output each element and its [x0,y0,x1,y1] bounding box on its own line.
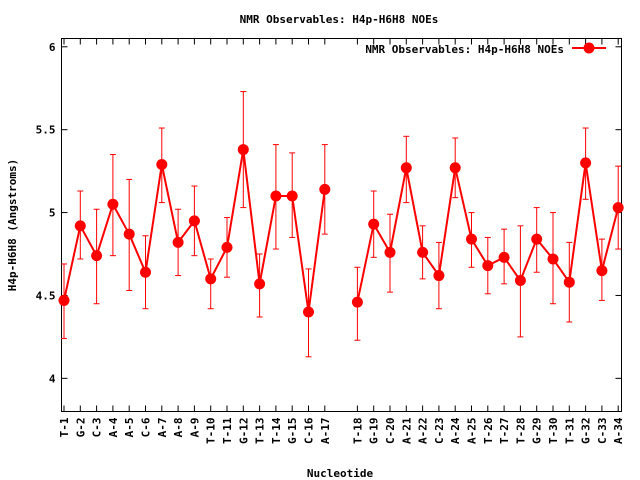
x-tick-label: A-22 [417,418,430,445]
y-tick-label: 5.5 [36,124,56,137]
data-point [449,162,461,174]
data-point [270,190,282,202]
x-tick-label: T-30 [547,418,560,445]
data-point [286,190,298,202]
x-tick-label: A-7 [156,418,169,438]
plot-frame [61,38,622,412]
data-point [156,158,168,170]
x-tick-label: A-5 [123,418,136,438]
x-tick-label: A-25 [466,418,479,445]
y-axis: 4 4.5 5 5.5 6 [36,41,622,385]
x-tick-label: G-29 [531,418,544,445]
data-point [172,236,184,248]
data-point [254,278,266,290]
x-tick-label: A-17 [319,418,332,445]
y-tick-label: 6 [49,41,56,54]
data-point [351,296,363,308]
data-point [531,233,543,245]
x-axis: T-1 G-2 C-3 A-4 A-5 C-6 A-7 A-8 A-9 T-10 T-11 G-12 T… [58,38,625,445]
x-tick-label: T-31 [563,417,576,444]
data-point [74,220,86,232]
x-tick-label: C-3 [91,418,104,438]
x-tick-label: T-11 [221,417,234,444]
x-tick-label: T-18 [351,418,364,445]
data-point [91,250,103,262]
x-tick-label: T-14 [270,417,283,444]
x-tick-label: A-34 [612,417,625,444]
data-point [612,202,624,214]
x-tick-label: G-2 [74,418,87,438]
x-tick-label: C-23 [433,418,446,445]
x-tick-label: A-4 [107,417,120,437]
x-tick-label: T-13 [254,418,267,445]
data-point [563,276,575,288]
data-point [498,251,510,263]
data-point [384,246,396,258]
data-point [547,253,559,265]
x-tick-label: A-8 [172,418,185,438]
x-tick-label: C-20 [384,418,397,445]
data-point [514,275,526,287]
data-point [580,157,592,169]
x-tick-label: G-19 [368,418,381,445]
x-tick-label: T-28 [514,418,527,445]
data-point [368,218,380,230]
legend: NMR Observables: H4p-H6H8 NOEs [365,42,606,56]
x-tick-label: T-10 [205,418,218,445]
y-tick-label: 4.5 [36,289,56,302]
data-point [140,266,151,278]
x-tick-label: G-12 [237,418,250,445]
chart-title: NMR Observables: H4p-H6H8 NOEs [240,13,439,26]
error-bars [61,91,622,358]
x-tick-label: C-33 [596,418,609,445]
data-point [188,215,200,227]
legend-marker-swatch [583,42,595,54]
data-point [319,183,331,195]
x-tick-label: T-27 [498,418,511,445]
data-point [123,228,135,240]
x-tick-label: G-32 [580,418,593,445]
data-point [221,241,233,253]
data-point [107,198,119,210]
x-tick-label: C-16 [303,417,316,444]
series-lines [63,149,620,313]
data-point [466,233,477,245]
data-point [303,306,314,318]
data-point [205,273,217,285]
x-tick-label: A-24 [449,417,462,444]
data-point [417,246,429,258]
legend-label: NMR Observables: H4p-H6H8 NOEs [365,43,564,56]
data-points [58,144,624,318]
data-point [433,270,445,282]
x-tick-label: C-6 [140,417,153,437]
y-tick-label: 4 [49,372,56,385]
x-tick-label: T-1 [58,417,71,437]
y-axis-label: H4p-H6H8 (Angstroms) [6,159,19,291]
x-axis-label: Nucleotide [307,467,374,480]
data-point [482,260,494,272]
data-point [596,265,608,277]
x-tick-label: G-15 [286,418,299,445]
data-point [400,162,412,174]
x-tick-label: A-9 [188,418,201,438]
data-point [237,144,249,156]
x-tick-label: A-21 [400,417,413,444]
data-point [58,294,70,306]
x-tick-label: T-26 [482,417,495,444]
y-tick-label: 5 [49,207,56,220]
